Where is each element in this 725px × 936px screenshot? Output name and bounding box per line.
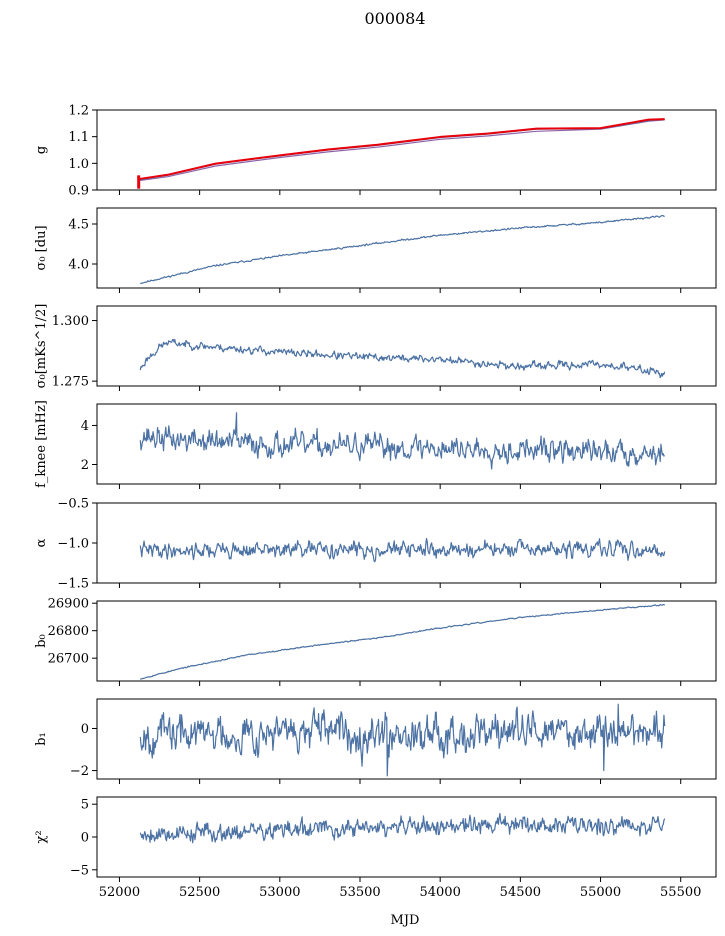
x-tick-label-7: 55500 bbox=[660, 885, 701, 900]
plot-area-sigma0_du bbox=[139, 214, 665, 285]
series-line-b0-0 bbox=[139, 603, 666, 680]
figure-title: 000084 bbox=[364, 9, 425, 28]
y-axis-label-b0: b₀ bbox=[34, 634, 49, 648]
y-axis-label-sigma0_du: σ₀ [du] bbox=[34, 225, 49, 270]
panel-chi2: −5 0 5 52000 52500 53000 53500 54000 54500 55000 5… bbox=[34, 796, 717, 900]
y-tick-label-fknee-1: 4 bbox=[81, 419, 89, 434]
y-axis-label-b1: b₁ bbox=[34, 732, 49, 746]
y-axis-label-g: g bbox=[34, 146, 49, 154]
plot-area-b0 bbox=[139, 603, 666, 680]
series-line-alpha-0 bbox=[139, 537, 666, 563]
y-tick-label-alpha-1: −1.0 bbox=[57, 537, 89, 552]
axes-frame-sigma0_du bbox=[96, 207, 717, 289]
series-line-sigma0_du-0 bbox=[139, 214, 665, 285]
plot-area-g bbox=[137, 118, 665, 189]
y-tick-label-b0-2: 26900 bbox=[48, 597, 89, 612]
y-axis-label-chi2: χ² bbox=[34, 830, 49, 843]
plot-area-alpha bbox=[139, 537, 666, 563]
panels: 0.9 1.0 1.1 1.2 g 4.0 4.5 σ₀ [du] 1.275 1.300σ₀[m… bbox=[34, 104, 717, 900]
y-axis-label-sigma0_mks: σ₀[mKs^1/2] bbox=[34, 304, 49, 389]
y-axis-label-fknee: f_knee [mHz] bbox=[34, 400, 49, 488]
axes-frame-fknee bbox=[96, 403, 717, 485]
y-tick-label-fknee-0: 2 bbox=[81, 458, 89, 473]
x-tick-label-0: 52000 bbox=[99, 885, 140, 900]
plot-area-sigma0_mks bbox=[139, 338, 666, 379]
y-tick-label-b0-1: 26800 bbox=[48, 624, 89, 639]
panel-b1: −2 0 b₁ bbox=[34, 698, 717, 784]
x-tick-label-1: 52500 bbox=[179, 885, 220, 900]
y-tick-label-g-3: 1.2 bbox=[68, 104, 89, 119]
panel-sigma0_du: 4.0 4.5 σ₀ [du] bbox=[34, 207, 717, 293]
panel-alpha: −1.5 −1.0 −0.5 α bbox=[34, 497, 717, 592]
axes-frame-sigma0_mks bbox=[96, 305, 717, 387]
y-tick-label-b1-0: −2 bbox=[70, 764, 89, 779]
axes-frame-b0 bbox=[96, 600, 717, 682]
series-line-chi2-0 bbox=[139, 812, 666, 844]
y-tick-label-sigma0_du-1: 4.5 bbox=[68, 218, 89, 233]
y-tick-label-chi2-1: 0 bbox=[81, 831, 89, 846]
plot-area-fknee bbox=[139, 412, 666, 470]
y-tick-label-b1-1: 0 bbox=[81, 722, 89, 737]
axes-frame-alpha bbox=[96, 502, 717, 584]
y-tick-label-chi2-0: −5 bbox=[70, 863, 89, 878]
y-tick-label-alpha-0: −1.5 bbox=[57, 577, 89, 592]
series-line-sigma0_mks-0 bbox=[139, 338, 666, 379]
x-tick-label-2: 53000 bbox=[259, 885, 300, 900]
y-tick-label-g-2: 1.1 bbox=[68, 130, 89, 145]
axes-frame-g bbox=[96, 109, 717, 191]
x-tick-label-6: 55000 bbox=[580, 885, 621, 900]
y-tick-label-sigma0_mks-0: 1.275 bbox=[52, 375, 89, 390]
x-tick-label-4: 54000 bbox=[419, 885, 460, 900]
panel-g: 0.9 1.0 1.1 1.2 g bbox=[34, 104, 717, 199]
plot-area-b1 bbox=[139, 703, 666, 777]
y-tick-label-chi2-2: 5 bbox=[81, 798, 89, 813]
series-line-fknee-0 bbox=[139, 412, 666, 470]
panel-fknee: 2 4 f_knee [mHz] bbox=[34, 400, 717, 489]
y-tick-label-g-1: 1.0 bbox=[68, 157, 89, 172]
series-line-b1-0 bbox=[139, 703, 666, 777]
y-tick-label-g-0: 0.9 bbox=[68, 184, 89, 199]
axes-frame-b1 bbox=[96, 698, 717, 780]
x-axis-label: MJD bbox=[391, 913, 420, 928]
x-tick-label-3: 53500 bbox=[339, 885, 380, 900]
series-line-g-2 bbox=[138, 118, 665, 181]
plot-area-chi2 bbox=[139, 812, 666, 844]
panel-b0: 26700 26800 26900 b₀ bbox=[34, 597, 717, 686]
y-axis-label-alpha: α bbox=[34, 538, 49, 547]
y-tick-label-sigma0_du-0: 4.0 bbox=[68, 258, 89, 273]
y-tick-label-alpha-2: −0.5 bbox=[57, 497, 89, 512]
x-tick-label-5: 54500 bbox=[500, 885, 541, 900]
y-tick-label-b0-0: 26700 bbox=[48, 652, 89, 667]
y-tick-label-sigma0_mks-1: 1.300 bbox=[52, 314, 89, 329]
